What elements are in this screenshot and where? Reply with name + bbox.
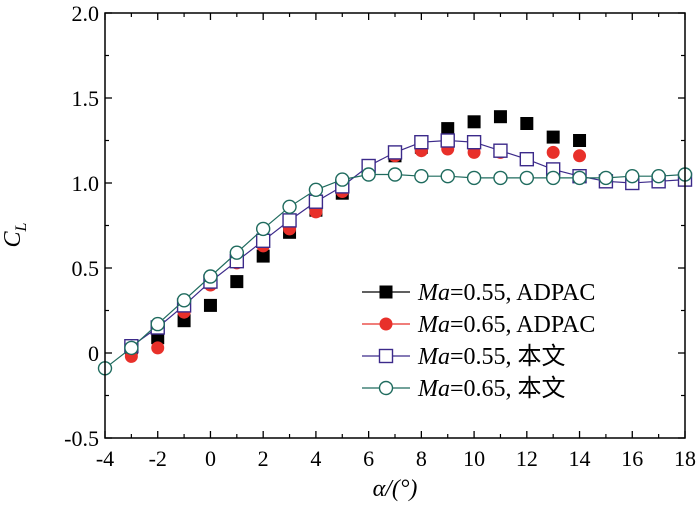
plot-frame	[104, 12, 686, 439]
series-line	[104, 173, 686, 369]
data-point	[176, 293, 192, 308]
data-point	[387, 167, 403, 182]
y-axis-title-sub: L	[13, 222, 30, 232]
y-tick-label: 1.5	[72, 86, 100, 111]
data-point	[414, 168, 429, 184]
data-point	[308, 194, 324, 209]
legend-label-italic: Ma	[417, 280, 450, 306]
x-tick-label: -2	[149, 446, 167, 471]
data-point	[520, 117, 534, 130]
data-point	[151, 341, 165, 355]
x-tick-label: 0	[205, 446, 216, 471]
legend-marker	[379, 285, 393, 299]
series-line	[131, 139, 686, 347]
data-point	[282, 213, 297, 228]
y-tick-label: 0	[88, 341, 99, 366]
x-tick-label: 6	[363, 446, 374, 471]
data-point	[573, 149, 587, 163]
x-axis-title-text: α/(°)	[373, 476, 418, 502]
data-point	[441, 122, 455, 136]
data-point	[625, 168, 640, 184]
legend-label: Ma=0.55, ADPAC	[417, 280, 595, 306]
x-tick-label: 2	[258, 446, 269, 471]
data-point	[256, 249, 270, 263]
data-point	[255, 221, 271, 237]
data-point	[545, 170, 561, 186]
data-point	[651, 168, 666, 184]
data-point	[308, 182, 324, 198]
data-series	[97, 110, 693, 376]
data-point	[546, 130, 560, 144]
data-point	[493, 143, 508, 158]
legend-label-rest: =0.55, ADPAC	[450, 280, 595, 306]
data-point	[414, 134, 429, 150]
data-point	[150, 316, 165, 332]
legend-label-rest: =0.55, 本文	[450, 343, 566, 370]
y-axis-title-main: C	[0, 230, 26, 247]
x-tick-label: 14	[569, 446, 591, 471]
series-4	[97, 167, 693, 376]
data-point	[546, 145, 560, 159]
legend-entry: Ma=0.65, ADPAC	[362, 312, 595, 338]
y-tick-label: -0.5	[64, 426, 99, 451]
data-point	[467, 115, 481, 129]
y-tick-label: 2.0	[72, 1, 100, 26]
data-point	[519, 151, 535, 167]
data-point	[387, 145, 403, 160]
data-point	[493, 170, 508, 186]
legend-marker	[379, 317, 393, 331]
legend-label-rest: =0.65, 本文	[450, 375, 566, 402]
y-tick-label: 1.0	[72, 171, 100, 196]
legend-marker	[378, 348, 394, 364]
legend-entry: Ma=0.55, ADPAC	[362, 280, 595, 306]
data-point	[229, 245, 245, 260]
legend-label: Ma=0.55, 本文	[417, 343, 566, 370]
legend-label-rest: =0.65, ADPAC	[450, 312, 595, 338]
data-point	[466, 134, 482, 150]
data-point	[203, 298, 217, 312]
data-point	[440, 133, 455, 148]
x-tick-label: 10	[463, 446, 485, 471]
data-point	[440, 168, 455, 184]
x-axis-title: α/(°)	[373, 476, 418, 502]
x-tick-label: 12	[516, 446, 538, 471]
data-point	[255, 233, 271, 249]
data-point	[466, 170, 482, 186]
x-tick-label: 16	[621, 446, 643, 471]
x-tick-label: 8	[416, 446, 427, 471]
tick-labels: -4 -2 0 2 4 6 8 10 12 14 16 18 -0.5 0 0.5 1.0 1.5 2.0	[64, 1, 696, 471]
legend-label-italic: Ma	[417, 376, 450, 402]
data-point	[282, 199, 297, 215]
x-tick-label: 18	[674, 446, 696, 471]
data-point	[203, 269, 218, 284]
legend-label: Ma=0.65, ADPAC	[417, 312, 595, 338]
series-3	[124, 133, 693, 354]
x-tick-label: -4	[96, 446, 114, 471]
data-point	[572, 170, 587, 186]
legend-label-italic: Ma	[417, 344, 450, 370]
data-point	[335, 172, 350, 187]
data-point	[230, 275, 244, 289]
y-tick-label: 0.5	[72, 256, 100, 281]
legend-label: Ma=0.65, 本文	[417, 375, 566, 402]
legend-marker	[378, 380, 394, 396]
axis-ticks	[104, 12, 686, 439]
data-point	[573, 134, 587, 147]
data-point	[519, 170, 535, 186]
data-point	[361, 167, 376, 182]
legend-label-italic: Ma	[417, 312, 450, 338]
legend-entry: Ma=0.65, 本文	[362, 375, 566, 402]
legend-entry: Ma=0.55, 本文	[362, 343, 566, 370]
data-point	[493, 110, 507, 124]
x-tick-label: 4	[310, 446, 321, 471]
y-axis-title: CL	[0, 222, 30, 247]
data-point	[598, 170, 614, 186]
data-point	[124, 340, 139, 356]
